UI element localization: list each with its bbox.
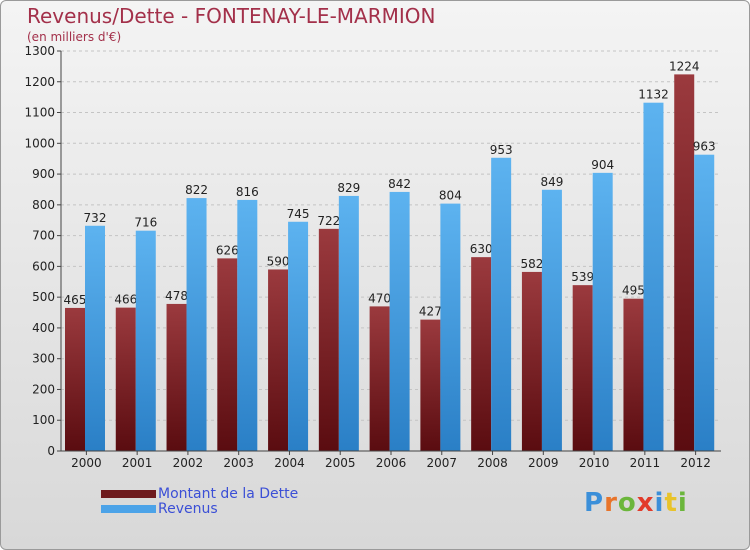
x-tick-label: 2001 bbox=[122, 456, 153, 470]
data-label-revenus-2011: 1132 bbox=[638, 88, 669, 102]
y-tick-label: 200 bbox=[32, 382, 55, 396]
data-label-dette-2003: 626 bbox=[216, 243, 239, 257]
y-tick-label: 100 bbox=[32, 413, 55, 427]
bar-dette-2009 bbox=[521, 271, 542, 451]
data-label-dette-2005: 722 bbox=[317, 214, 340, 228]
bar-dette-2006 bbox=[369, 306, 390, 451]
y-tick-label: 700 bbox=[32, 229, 55, 243]
legend-swatch-dette bbox=[101, 490, 156, 498]
bar-revenus-2004 bbox=[288, 221, 309, 451]
bar-revenus-2005 bbox=[338, 195, 359, 451]
x-tick-label: 2002 bbox=[173, 456, 204, 470]
y-tick-label: 1000 bbox=[24, 136, 55, 150]
data-label-revenus-2003: 816 bbox=[236, 185, 259, 199]
y-tick-label: 1200 bbox=[24, 75, 55, 89]
data-label-revenus-2004: 745 bbox=[287, 207, 310, 221]
logo-letter: x bbox=[636, 488, 655, 518]
bar-dette-2010 bbox=[572, 285, 593, 451]
logo-letter: r bbox=[604, 488, 618, 518]
bar-dette-2000 bbox=[65, 307, 85, 451]
data-label-revenus-2010: 904 bbox=[591, 158, 614, 172]
chart-subtitle: (en milliers d'€) bbox=[27, 30, 122, 44]
data-label-dette-2009: 582 bbox=[520, 257, 543, 271]
data-label-dette-2010: 539 bbox=[571, 270, 594, 284]
bars: 465 732 466 716 478 822 626 816 590 745 722 829 470 8… bbox=[64, 59, 716, 451]
legend-item-revenus: Revenus bbox=[101, 501, 218, 517]
data-label-revenus-2009: 849 bbox=[540, 175, 563, 189]
logo-letter: o bbox=[617, 488, 637, 518]
bar-revenus-2010 bbox=[592, 172, 613, 451]
data-label-revenus-2008: 953 bbox=[490, 143, 513, 157]
bar-revenus-2007 bbox=[440, 203, 461, 451]
bar-dette-2005 bbox=[318, 228, 339, 451]
data-label-dette-2004: 590 bbox=[267, 254, 290, 268]
x-tick-label: 2011 bbox=[630, 456, 661, 470]
bar-revenus-2000 bbox=[85, 225, 105, 451]
data-label-revenus-2007: 804 bbox=[439, 189, 462, 203]
proxiti-logo: Proxiti bbox=[584, 488, 688, 518]
x-tick-label: 2008 bbox=[477, 456, 508, 470]
logo-letter: P bbox=[584, 488, 605, 518]
data-label-dette-2001: 466 bbox=[114, 293, 137, 307]
bar-revenus-2002 bbox=[186, 198, 207, 451]
bar-revenus-2009 bbox=[541, 189, 562, 451]
bar-revenus-2008 bbox=[491, 157, 512, 451]
x-tick-label: 2012 bbox=[680, 456, 711, 470]
bar-dette-2003 bbox=[217, 258, 238, 451]
x-tick-label: 2009 bbox=[528, 456, 559, 470]
x-tick-label: 2007 bbox=[426, 456, 457, 470]
y-tick-label: 600 bbox=[32, 259, 55, 273]
data-label-revenus-2001: 716 bbox=[134, 216, 157, 230]
bar-dette-2011 bbox=[623, 298, 644, 451]
data-label-revenus-2006: 842 bbox=[388, 177, 411, 191]
y-tick-label: 1100 bbox=[24, 106, 55, 120]
bar-revenus-2006 bbox=[389, 191, 410, 451]
data-label-dette-2007: 427 bbox=[419, 305, 442, 319]
bar-dette-2004 bbox=[268, 269, 289, 451]
bar-dette-2008 bbox=[471, 257, 492, 451]
bar-revenus-2001 bbox=[135, 230, 156, 451]
y-tick-label: 300 bbox=[32, 352, 55, 366]
chart-title: Revenus/Dette - FONTENAY-LE-MARMION bbox=[27, 4, 436, 28]
x-tick-label: 2005 bbox=[325, 456, 356, 470]
y-tick-label: 1300 bbox=[24, 44, 55, 58]
y-tick-label: 900 bbox=[32, 167, 55, 181]
bar-revenus-2012 bbox=[694, 154, 715, 451]
bar-dette-2007 bbox=[420, 319, 441, 451]
y-tick-label: 800 bbox=[32, 198, 55, 212]
x-tick-label: 2003 bbox=[223, 456, 254, 470]
legend-label-revenus: Revenus bbox=[158, 501, 218, 517]
y-tick-label: 400 bbox=[32, 321, 55, 335]
x-tick-label: 2010 bbox=[579, 456, 610, 470]
data-label-revenus-2000: 732 bbox=[84, 211, 107, 225]
x-tick-label: 2006 bbox=[376, 456, 407, 470]
data-label-dette-2011: 495 bbox=[622, 284, 645, 298]
axes: 0 100 200 300 400 500 600 700 800 900 1000 1100 1200… bbox=[24, 44, 721, 470]
bar-dette-2001 bbox=[115, 307, 136, 451]
legend-item-dette: Montant de la Dette bbox=[101, 486, 298, 502]
data-label-dette-2000: 465 bbox=[64, 293, 87, 307]
x-tick-label: 2004 bbox=[274, 456, 305, 470]
legend-swatch-revenus bbox=[101, 505, 156, 513]
bar-dette-2012 bbox=[674, 74, 695, 451]
y-tick-label: 500 bbox=[32, 290, 55, 304]
bar-dette-2002 bbox=[166, 303, 187, 451]
data-label-dette-2002: 478 bbox=[165, 289, 188, 303]
data-label-revenus-2012: 963 bbox=[693, 140, 716, 154]
data-label-dette-2012: 1224 bbox=[669, 59, 700, 73]
bar-revenus-2003 bbox=[237, 199, 258, 451]
legend-label-dette: Montant de la Dette bbox=[158, 486, 299, 502]
data-label-revenus-2002: 822 bbox=[185, 183, 208, 197]
data-label-dette-2006: 470 bbox=[368, 291, 391, 305]
logo-letter: i bbox=[654, 488, 665, 518]
bar-revenus-2011 bbox=[643, 102, 664, 451]
y-tick-label: 0 bbox=[47, 444, 55, 458]
logo-letter: i bbox=[677, 488, 688, 518]
logo-letter: t bbox=[664, 488, 678, 518]
data-label-dette-2008: 630 bbox=[470, 242, 493, 256]
data-label-revenus-2005: 829 bbox=[337, 181, 360, 195]
x-tick-label: 2000 bbox=[71, 456, 102, 470]
